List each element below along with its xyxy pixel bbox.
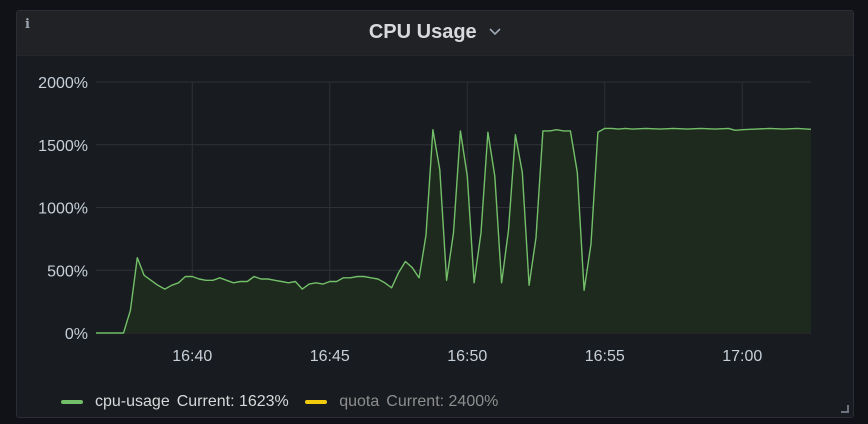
panel-title: CPU Usage <box>368 21 477 43</box>
legend-item-quota[interactable]: quota Current: 2400% <box>305 393 498 411</box>
x-tick-label: 16:45 <box>310 348 350 365</box>
legend-name: quota <box>339 393 380 410</box>
x-tick-label: 17:00 <box>722 348 762 365</box>
resize-handle[interactable] <box>841 405 849 413</box>
chart-area[interactable]: 0% 500% 1000% 1500% 2000% 16:40 16:45 16:50 16:5… <box>17 65 853 385</box>
x-tick-label: 16:55 <box>585 348 625 365</box>
info-icon[interactable]: i <box>25 17 30 32</box>
chevron-down-icon <box>489 23 501 41</box>
x-tick-label: 16:40 <box>172 348 212 365</box>
legend-current-value: Current: 2400% <box>386 393 499 410</box>
panel-title-menu[interactable]: CPU Usage <box>17 21 853 44</box>
legend-swatch-quota <box>305 399 328 404</box>
x-tick-label: 16:50 <box>447 348 487 365</box>
y-tick-label: 1000% <box>38 201 88 218</box>
legend-swatch-cpu-usage <box>61 399 83 404</box>
legend-name: cpu-usage <box>95 393 170 410</box>
legend: cpu-usage Current: 1623% quota Current: 24… <box>61 393 510 411</box>
series-area-cpu-usage <box>96 128 811 333</box>
y-tick-label: 0% <box>65 326 88 343</box>
series-line-cpu-usage <box>96 127 812 334</box>
legend-item-cpu-usage[interactable]: cpu-usage Current: 1623% <box>61 393 289 411</box>
legend-current-value: Current: 1623% <box>176 393 289 410</box>
y-tick-label: 2000% <box>38 75 88 92</box>
y-tick-label: 500% <box>47 263 88 280</box>
cpu-usage-panel: i CPU Usage 0% 500% 1000% 1500% 2000% 16:40 16… <box>16 10 854 418</box>
y-tick-label: 1500% <box>38 138 88 155</box>
panel-header: i CPU Usage <box>17 11 853 56</box>
